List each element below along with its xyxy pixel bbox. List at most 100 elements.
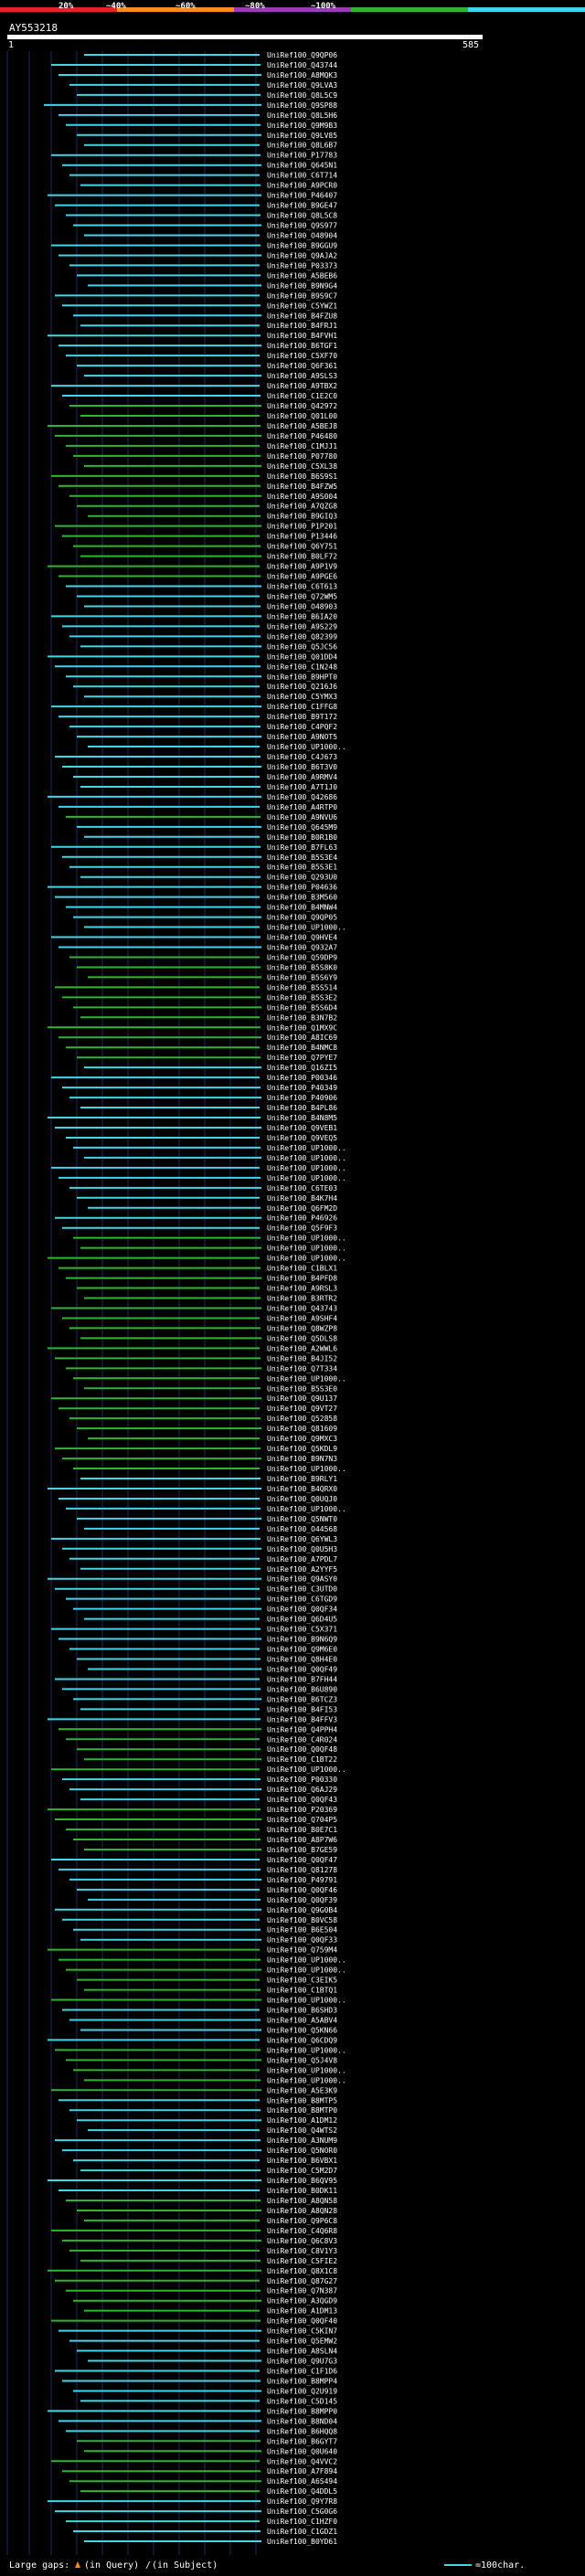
hit-row[interactable]: UniRef100_Q0QF43 [80, 1796, 337, 1804]
hit-label[interactable]: UniRef100_C5YWZ1 [267, 302, 337, 310]
hit-row[interactable]: UniRef100_O48903 [84, 602, 337, 610]
hit-label[interactable]: UniRef100_C5X371 [267, 1626, 337, 1634]
hit-row[interactable]: UniRef100_Q645M9 [77, 823, 337, 832]
hit-label[interactable]: UniRef100_B7FH44 [267, 1675, 337, 1683]
hit-label[interactable]: UniRef100_Q6D4U5 [267, 1616, 337, 1624]
hit-row[interactable]: UniRef100_Q9ASY0 [48, 1575, 337, 1584]
hit-label[interactable]: UniRef100_B8ND04 [267, 2417, 337, 2425]
hit-row[interactable]: UniRef100_B6TCZ3 [73, 1695, 337, 1703]
hit-label[interactable]: UniRef100_B6TCZ3 [267, 1695, 337, 1703]
hit-row[interactable]: UniRef100_UP1000.. [51, 1765, 346, 1774]
hit-label[interactable]: UniRef100_C1N248 [267, 663, 337, 671]
hit-row[interactable]: UniRef100_P46407 [48, 192, 337, 200]
hit-label[interactable]: UniRef100_Q82399 [267, 632, 337, 641]
hit-row[interactable]: UniRef100_C1GDZ1 [73, 2528, 337, 2536]
hit-label[interactable]: UniRef100_Q0QF34 [267, 1606, 337, 1614]
hit-label[interactable]: UniRef100_Q9AJA2 [267, 251, 337, 260]
hit-row[interactable]: UniRef100_B7GE59 [84, 1846, 337, 1854]
hit-label[interactable]: UniRef100_A9SHF4 [267, 1314, 337, 1322]
hit-label[interactable]: UniRef100_Q293U0 [267, 874, 337, 882]
hit-row[interactable]: UniRef100_Q9U137 [51, 1394, 337, 1403]
hit-label[interactable]: UniRef100_B3RTR2 [267, 1295, 337, 1303]
hit-row[interactable]: UniRef100_UP1000.. [73, 1374, 346, 1383]
hit-row[interactable]: UniRef100_B8MTP5 [58, 2096, 337, 2104]
hit-label[interactable]: UniRef100_Q5JC56 [267, 642, 337, 651]
hit-label[interactable]: UniRef100_Q6FM2D [267, 1204, 337, 1213]
hit-label[interactable]: UniRef100_A8QN28 [267, 2207, 337, 2215]
hit-row[interactable]: UniRef100_Q293U0 [80, 874, 337, 882]
hit-label[interactable]: UniRef100_B4NMC8 [267, 1044, 337, 1052]
hit-label[interactable]: UniRef100_Q5DLS8 [267, 1334, 337, 1342]
hit-row[interactable]: UniRef100_B6VBX1 [73, 2157, 337, 2165]
hit-label[interactable]: UniRef100_UP1000.. [267, 1505, 346, 1513]
hit-row[interactable]: UniRef100_C1BTQ1 [84, 1987, 337, 1995]
hit-row[interactable]: UniRef100_UP1000.. [58, 1956, 346, 1965]
hit-row[interactable]: UniRef100_Q0QF34 [73, 1606, 337, 1614]
hit-label[interactable]: UniRef100_C1GDZ1 [267, 2528, 337, 2536]
hit-row[interactable]: UniRef100_B9RLY1 [80, 1475, 337, 1483]
hit-label[interactable]: UniRef100_B6S9S1 [267, 472, 337, 481]
hit-row[interactable]: UniRef100_UP1000.. [66, 1505, 346, 1513]
hit-row[interactable]: UniRef100_P20369 [48, 1806, 337, 1814]
hit-label[interactable]: UniRef100_O48904 [267, 231, 337, 239]
hit-row[interactable]: UniRef100_Q8L5C8 [66, 212, 337, 220]
hit-row[interactable]: UniRef100_A9SLS3 [84, 372, 337, 380]
hit-row[interactable]: UniRef100_Q8L6B7 [84, 142, 337, 150]
hit-label[interactable]: UniRef100_Q8L5C8 [267, 212, 337, 220]
hit-label[interactable]: UniRef100_C5KIN7 [267, 2327, 337, 2336]
hit-label[interactable]: UniRef100_B4K7H4 [267, 1194, 337, 1203]
hit-label[interactable]: UniRef100_B6HQQ8 [267, 2427, 337, 2435]
hit-row[interactable]: UniRef100_Q6F361 [77, 362, 337, 370]
hit-row[interactable]: UniRef100_B4PFD8 [66, 1275, 337, 1283]
hit-row[interactable]: UniRef100_Q81278 [58, 1866, 337, 1874]
hit-label[interactable]: UniRef100_Q9U137 [267, 1394, 337, 1403]
hit-label[interactable]: UniRef100_A4RTP0 [267, 803, 337, 811]
hit-row[interactable]: UniRef100_B4K7H4 [77, 1194, 337, 1203]
hit-label[interactable]: UniRef100_Q0QF47 [267, 1856, 337, 1864]
hit-row[interactable]: UniRef100_O48904 [84, 231, 337, 239]
hit-label[interactable]: UniRef100_B6U890 [267, 1685, 337, 1693]
hit-label[interactable]: UniRef100_Q01DD4 [267, 652, 337, 661]
hit-row[interactable]: UniRef100_B7FH44 [55, 1675, 337, 1683]
hit-label[interactable]: UniRef100_UP1000.. [267, 1235, 346, 1243]
hit-label[interactable]: UniRef100_Q7T334 [267, 1364, 337, 1373]
hit-row[interactable]: UniRef100_Q7T334 [66, 1364, 337, 1373]
hit-label[interactable]: UniRef100_B7FL63 [267, 843, 337, 852]
hit-label[interactable]: UniRef100_Q4DDL5 [267, 2487, 337, 2496]
hit-row[interactable]: UniRef100_Q5F9F3 [62, 1224, 337, 1233]
hit-row[interactable]: UniRef100_Q9Y7R8 [48, 2497, 337, 2506]
hit-row[interactable]: UniRef100_B5S3E1 [69, 864, 337, 872]
hit-row[interactable]: UniRef100_A2YYF5 [80, 1565, 337, 1574]
hit-label[interactable]: UniRef100_O48903 [267, 602, 337, 610]
hit-row[interactable]: UniRef100_C1E2C0 [62, 392, 337, 400]
hit-row[interactable]: UniRef100_A9PGE6 [58, 573, 337, 581]
hit-row[interactable]: UniRef100_A9SHF4 [62, 1314, 337, 1322]
hit-label[interactable]: UniRef100_C4PQF2 [267, 723, 337, 731]
hit-label[interactable]: UniRef100_Q0QF46 [267, 1886, 337, 1894]
hit-label[interactable]: UniRef100_Q0U5H3 [267, 1545, 337, 1553]
hit-row[interactable]: UniRef100_Q9HVE4 [51, 934, 337, 942]
hit-row[interactable]: UniRef100_P40349 [62, 1084, 337, 1092]
hit-label[interactable]: UniRef100_A5ABV4 [267, 2016, 337, 2024]
hit-label[interactable]: UniRef100_UP1000.. [267, 2076, 346, 2084]
hit-label[interactable]: UniRef100_A2YYF5 [267, 1565, 337, 1574]
hit-label[interactable]: UniRef100_Q9P6C8 [267, 2217, 337, 2225]
hit-label[interactable]: UniRef100_B4FZW5 [267, 482, 337, 491]
hit-row[interactable]: UniRef100_A8SLN4 [77, 2348, 337, 2356]
hit-label[interactable]: UniRef100_P04636 [267, 884, 337, 892]
hit-row[interactable]: UniRef100_Q9P6C8 [84, 2217, 337, 2225]
hit-row[interactable]: UniRef100_UP1000.. [51, 1164, 346, 1172]
hit-label[interactable]: UniRef100_Q42972 [267, 402, 337, 410]
hit-label[interactable]: UniRef100_Q87G27 [267, 2277, 337, 2285]
hit-row[interactable]: UniRef100_B6QV95 [48, 2177, 337, 2185]
hit-row[interactable]: UniRef100_Q01DD4 [48, 652, 337, 661]
hit-label[interactable]: UniRef100_B0LF72 [267, 553, 337, 561]
hit-label[interactable]: UniRef100_Q81278 [267, 1866, 337, 1874]
hit-label[interactable]: UniRef100_Q16ZI5 [267, 1064, 337, 1072]
hit-label[interactable]: UniRef100_C3UTD0 [267, 1585, 337, 1594]
hit-label[interactable]: UniRef100_C6T613 [267, 583, 337, 591]
hit-label[interactable]: UniRef100_Q9QP05 [267, 914, 337, 922]
hit-row[interactable]: UniRef100_C4Q6R8 [51, 2227, 337, 2235]
hit-row[interactable]: UniRef100_Q5KN66 [80, 2026, 337, 2034]
hit-row[interactable]: UniRef100_Q5EMW2 [69, 2337, 337, 2346]
